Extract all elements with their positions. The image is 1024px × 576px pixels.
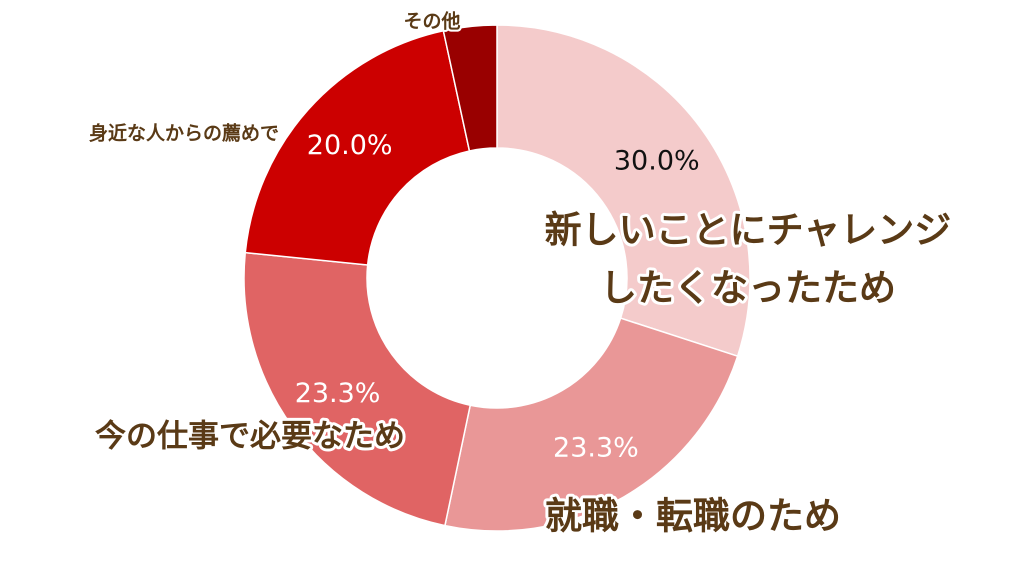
category-label-work: 今の仕事で必要なため (95, 419, 405, 455)
value-label-recommend: 20.0% (307, 130, 393, 161)
value-label-job: 23.3% (553, 432, 639, 463)
category-label-recommend: 身近な人からの薦めで (89, 122, 279, 145)
value-label-work: 23.3% (295, 378, 381, 409)
slice-recommend (244, 29, 471, 266)
chart-slices (243, 24, 751, 532)
slice-other (442, 24, 498, 152)
slice-work (243, 251, 472, 527)
category-label-job: 就職・転職のため (545, 495, 841, 538)
value-label-challenge: 30.0% (614, 145, 700, 176)
chart-value-labels: 30.0% 23.3% 23.3% 20.0% (295, 130, 700, 463)
slice-job (444, 317, 739, 532)
category-label-challenge-line-1: 新しいことにチャレンジ (545, 209, 952, 252)
category-label-challenge-line-2: したくなったため (600, 267, 896, 310)
slice-challenge (496, 24, 751, 358)
category-label-other: その他 (403, 10, 460, 33)
